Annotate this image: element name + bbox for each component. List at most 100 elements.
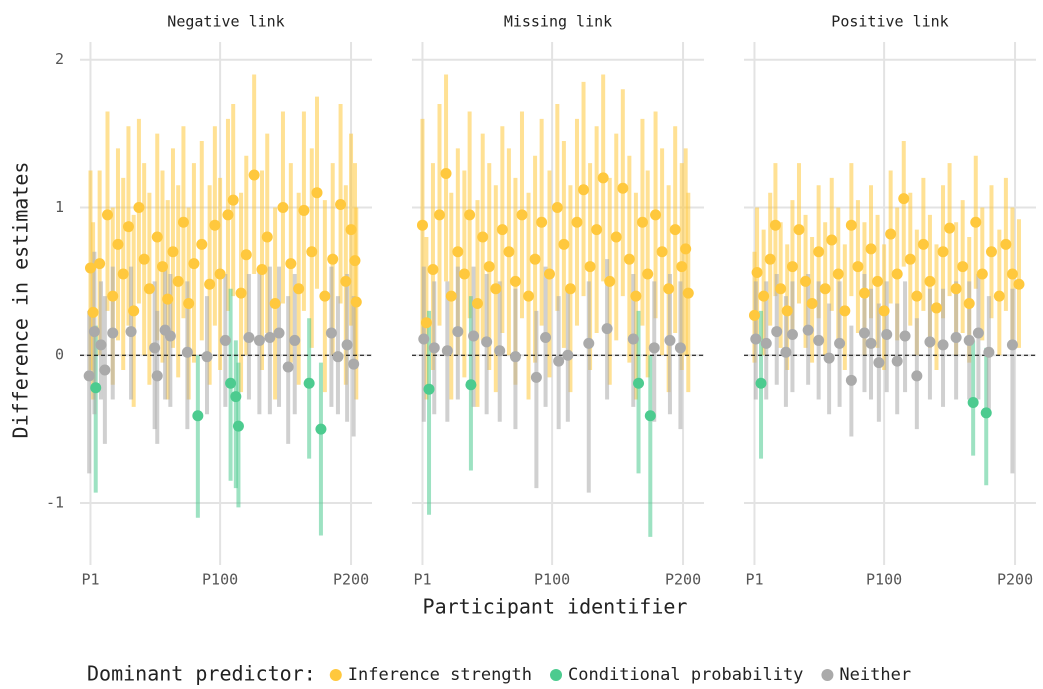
point — [755, 377, 767, 389]
legend-title: Dominant predictor: — [87, 662, 316, 686]
legend-label: Neither — [839, 665, 911, 685]
point — [248, 169, 260, 181]
point — [627, 333, 639, 345]
point — [636, 216, 648, 228]
x-tick-label: P200 — [997, 571, 1033, 589]
facet-title: Missing link — [504, 13, 612, 31]
point — [771, 326, 783, 338]
point — [325, 327, 337, 339]
legend-swatch — [550, 669, 563, 681]
point — [819, 283, 831, 295]
point — [551, 201, 563, 213]
point — [269, 298, 281, 309]
point — [656, 246, 668, 258]
point — [133, 201, 145, 213]
point — [617, 182, 629, 194]
point — [149, 342, 161, 354]
point — [282, 361, 294, 373]
x-axis-title: Participant identifier — [423, 595, 688, 619]
point — [416, 219, 428, 231]
point — [256, 264, 268, 276]
point — [663, 283, 675, 295]
point — [196, 238, 208, 250]
point — [440, 167, 452, 179]
point — [950, 331, 962, 343]
point — [494, 345, 506, 357]
point — [227, 194, 239, 206]
y-tick-label: -1 — [46, 493, 64, 511]
point — [107, 327, 119, 339]
point — [441, 345, 453, 357]
point — [289, 334, 301, 346]
point — [172, 275, 184, 287]
point — [117, 268, 129, 280]
point — [823, 352, 835, 364]
point — [230, 391, 242, 403]
point — [993, 290, 1005, 302]
point — [264, 331, 276, 343]
point — [963, 298, 975, 309]
point — [604, 275, 616, 287]
point — [523, 290, 535, 302]
point — [445, 290, 457, 302]
point — [138, 253, 150, 265]
point — [192, 410, 204, 422]
x-tick-label: P100 — [534, 571, 570, 589]
point — [529, 253, 541, 265]
point — [802, 324, 814, 336]
point — [924, 336, 936, 348]
point — [143, 283, 155, 295]
point — [623, 253, 635, 265]
point — [112, 238, 124, 250]
point — [88, 326, 100, 338]
point — [793, 224, 805, 236]
data-layer — [744, 140, 1036, 486]
point — [826, 234, 838, 246]
point — [240, 249, 252, 261]
point — [503, 246, 515, 258]
x-tick-label: P1 — [745, 571, 763, 589]
point — [468, 330, 480, 342]
point — [253, 334, 265, 346]
point — [225, 377, 237, 389]
point — [83, 370, 95, 382]
point — [967, 396, 979, 408]
point — [881, 329, 893, 341]
point — [591, 224, 603, 236]
point — [530, 371, 542, 383]
point — [298, 204, 310, 216]
point — [164, 330, 176, 342]
point — [319, 290, 331, 302]
point — [261, 231, 273, 243]
point — [232, 420, 244, 432]
point — [781, 305, 793, 317]
point — [584, 261, 596, 273]
point — [306, 246, 318, 258]
point — [904, 253, 916, 265]
facet-title: Negative link — [167, 13, 284, 31]
point — [760, 337, 772, 349]
point — [452, 246, 464, 258]
data-layer — [80, 74, 372, 536]
point — [571, 216, 583, 228]
point — [335, 199, 347, 211]
point — [496, 224, 508, 236]
point — [578, 184, 590, 196]
point — [285, 258, 297, 270]
point — [428, 342, 440, 354]
point — [209, 219, 221, 231]
point — [980, 407, 992, 419]
point — [1006, 268, 1018, 280]
point — [418, 333, 430, 345]
point — [750, 333, 762, 345]
x-tick-label: P100 — [866, 571, 902, 589]
facet-title: Positive link — [831, 13, 948, 31]
point — [348, 358, 360, 370]
point — [273, 327, 285, 339]
point — [214, 268, 226, 280]
point — [458, 268, 470, 280]
x-tick-label: P200 — [333, 571, 369, 589]
point — [423, 383, 435, 395]
point — [583, 337, 595, 349]
point — [277, 201, 289, 213]
